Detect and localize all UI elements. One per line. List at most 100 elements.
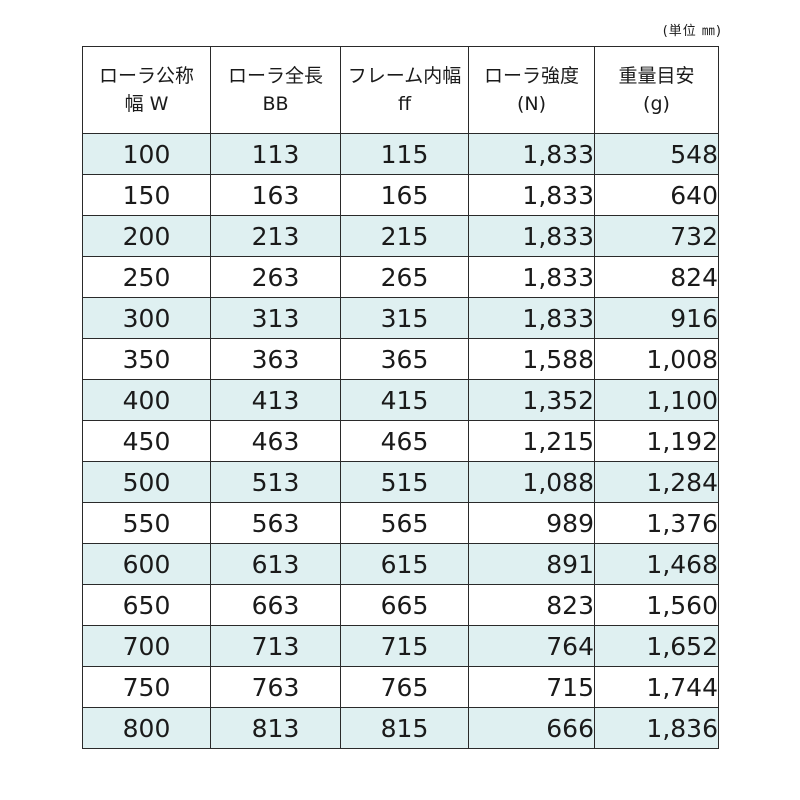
cell-weight-estimate: 916 [594,297,719,339]
cell-roller-strength: 1,352 [468,379,595,421]
cell-roller-length: 313 [210,297,341,339]
header-label-line1: 重量目安 [618,65,695,87]
cell-roller-strength: 989 [468,502,595,544]
cell-frame-inner-width: 315 [340,297,469,339]
cell-roller-length: 613 [210,543,341,585]
cell-weight-estimate: 824 [594,256,719,298]
cell-nominal-width: 100 [82,133,211,175]
cell-roller-strength: 1,833 [468,215,595,257]
cell-roller-strength: 1,833 [468,256,595,298]
table-row: 600 613 615 891 1,468 [82,543,719,585]
header-frame-inner-width: フレーム内幅 ff [340,46,469,134]
table-row: 650 663 665 823 1,560 [82,584,719,626]
cell-weight-estimate: 1,652 [594,625,719,667]
cell-roller-length: 363 [210,338,341,380]
cell-frame-inner-width: 665 [340,584,469,626]
cell-weight-estimate: 1,100 [594,379,719,421]
cell-roller-strength: 1,833 [468,297,595,339]
cell-roller-strength: 1,833 [468,174,595,216]
cell-weight-estimate: 1,008 [594,338,719,380]
header-weight-estimate: 重量目安 (g) [594,46,719,134]
cell-frame-inner-width: 115 [340,133,469,175]
cell-roller-length: 163 [210,174,341,216]
header-nominal-width: ローラ公称 幅 W [82,46,211,134]
cell-roller-length: 413 [210,379,341,421]
table-row: 750 763 765 715 1,744 [82,666,719,708]
cell-weight-estimate: 1,560 [594,584,719,626]
cell-roller-strength: 666 [468,707,595,749]
table-row: 400 413 415 1,352 1,100 [82,379,719,421]
cell-frame-inner-width: 215 [340,215,469,257]
roller-spec-table: ローラ公称 幅 W ローラ全長 BB フレーム内幅 ff ローラ強度 (N) 重… [82,46,719,749]
cell-frame-inner-width: 465 [340,420,469,462]
cell-roller-length: 563 [210,502,341,544]
cell-frame-inner-width: 515 [340,461,469,503]
header-label-line2: (g) [643,93,670,115]
cell-weight-estimate: 732 [594,215,719,257]
table-row: 550 563 565 989 1,376 [82,502,719,544]
table-row: 200 213 215 1,833 732 [82,215,719,257]
cell-roller-length: 513 [210,461,341,503]
cell-roller-length: 263 [210,256,341,298]
cell-roller-length: 713 [210,625,341,667]
header-label-line2: BB [262,93,289,115]
cell-nominal-width: 800 [82,707,211,749]
cell-nominal-width: 600 [82,543,211,585]
cell-weight-estimate: 640 [594,174,719,216]
cell-roller-strength: 1,833 [468,133,595,175]
cell-nominal-width: 150 [82,174,211,216]
table-row: 800 813 815 666 1,836 [82,707,719,749]
cell-roller-length: 813 [210,707,341,749]
table-row: 100 113 115 1,833 548 [82,133,719,175]
table-row: 250 263 265 1,833 824 [82,256,719,298]
cell-weight-estimate: 1,284 [594,461,719,503]
cell-nominal-width: 500 [82,461,211,503]
cell-frame-inner-width: 815 [340,707,469,749]
cell-frame-inner-width: 615 [340,543,469,585]
header-row: ローラ公称 幅 W ローラ全長 BB フレーム内幅 ff ローラ強度 (N) 重… [82,46,719,134]
cell-frame-inner-width: 265 [340,256,469,298]
cell-nominal-width: 300 [82,297,211,339]
cell-weight-estimate: 1,468 [594,543,719,585]
header-label-line1: ローラ公称 [98,65,194,87]
cell-roller-strength: 715 [468,666,595,708]
cell-roller-strength: 823 [468,584,595,626]
cell-frame-inner-width: 165 [340,174,469,216]
cell-roller-strength: 1,088 [468,461,595,503]
cell-nominal-width: 650 [82,584,211,626]
cell-roller-strength: 1,588 [468,338,595,380]
table-row: 700 713 715 764 1,652 [82,625,719,667]
cell-weight-estimate: 1,836 [594,707,719,749]
header-label-line2: 幅 W [124,93,169,115]
cell-frame-inner-width: 565 [340,502,469,544]
cell-roller-length: 113 [210,133,341,175]
header-label-line2: ff [397,93,412,115]
cell-frame-inner-width: 715 [340,625,469,667]
cell-nominal-width: 750 [82,666,211,708]
table-row: 450 463 465 1,215 1,192 [82,420,719,462]
cell-roller-length: 463 [210,420,341,462]
header-label-line1: ローラ強度 [483,65,579,87]
cell-nominal-width: 200 [82,215,211,257]
cell-roller-strength: 1,215 [468,420,595,462]
cell-frame-inner-width: 765 [340,666,469,708]
cell-weight-estimate: 1,744 [594,666,719,708]
cell-nominal-width: 350 [82,338,211,380]
header-label-line1: フレーム内幅 [347,65,462,87]
cell-roller-strength: 891 [468,543,595,585]
header-roller-length: ローラ全長 BB [210,46,341,134]
cell-roller-length: 213 [210,215,341,257]
unit-note: (単位 ㎜) [662,24,722,39]
table-row: 350 363 365 1,588 1,008 [82,338,719,380]
header-label-line2: (N) [516,93,547,115]
table-row: 150 163 165 1,833 640 [82,174,719,216]
cell-nominal-width: 400 [82,379,211,421]
table-row: 300 313 315 1,833 916 [82,297,719,339]
cell-roller-length: 763 [210,666,341,708]
table-body: 100 113 115 1,833 548 150 163 165 1,833 640 200 213… [82,133,719,749]
cell-weight-estimate: 1,192 [594,420,719,462]
cell-weight-estimate: 1,376 [594,502,719,544]
cell-nominal-width: 550 [82,502,211,544]
cell-nominal-width: 450 [82,420,211,462]
cell-weight-estimate: 548 [594,133,719,175]
